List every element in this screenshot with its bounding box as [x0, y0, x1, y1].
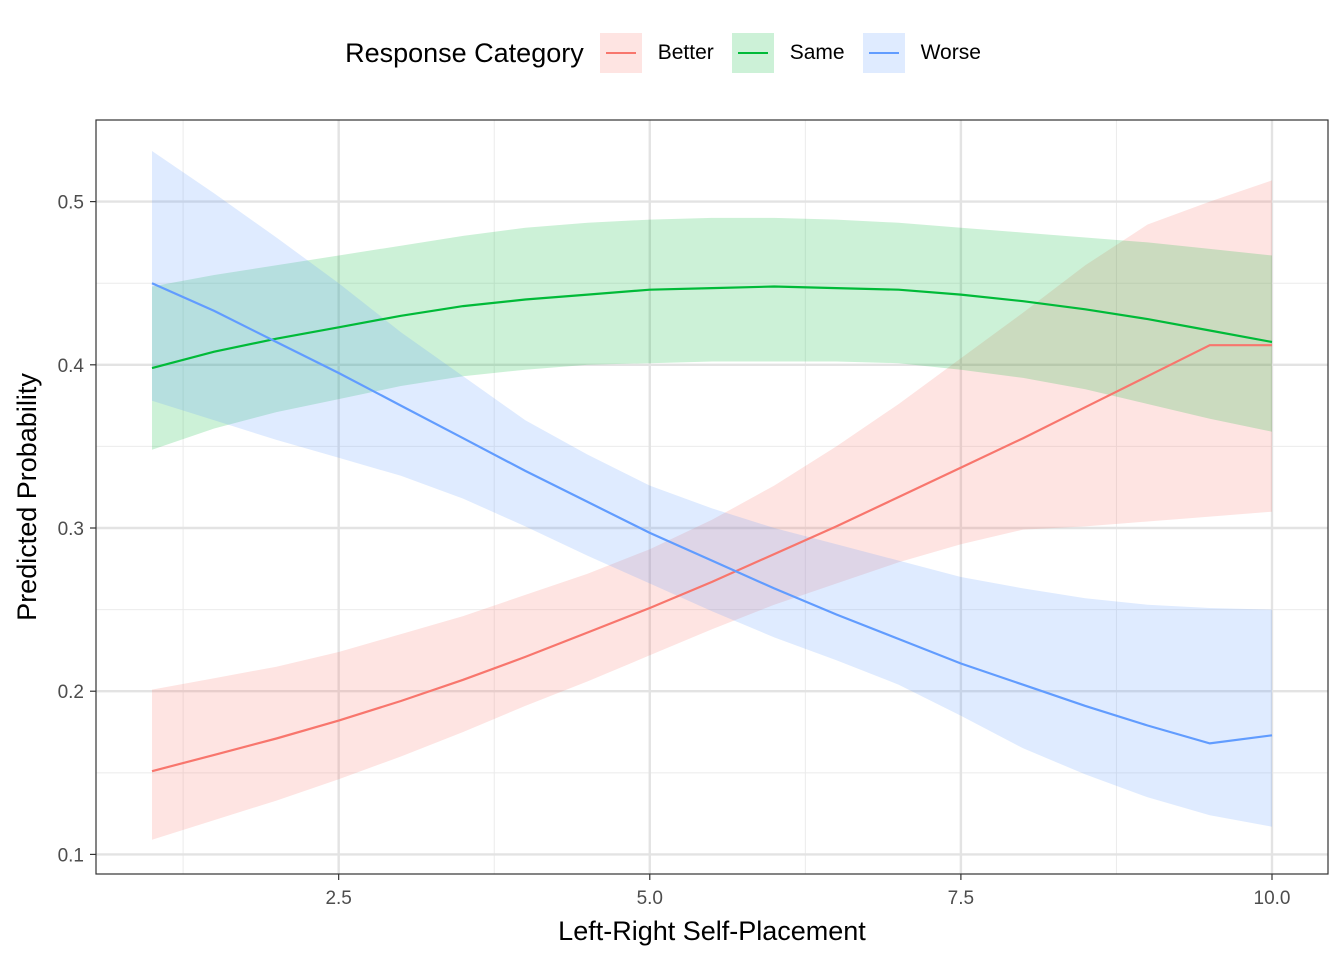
legend-key-better [599, 33, 642, 73]
y-tick-label: 0.4 [58, 356, 85, 377]
x-axis-title: Left-Right Self-Placement [558, 916, 866, 946]
legend-key-worse [862, 33, 905, 73]
legend-item-same: Same [731, 33, 845, 73]
line-better [151, 344, 1272, 773]
ribbon-worse [152, 151, 1272, 827]
x-tick-label: 2.5 [325, 888, 351, 909]
y-tick-label: 0.3 [58, 519, 84, 540]
plot-panel-border [95, 119, 1329, 875]
legend-item-better: Better [599, 33, 714, 73]
legend-label-better: Better [657, 41, 714, 64]
legend-label-worse: Worse [920, 41, 981, 64]
x-tick-label: 7.5 [948, 888, 974, 909]
legend-title: Response Category [345, 37, 584, 68]
ribbon-same [152, 217, 1272, 450]
confidence-ribbons [152, 151, 1272, 840]
legend-label-same: Same [789, 41, 845, 64]
axis-ticks: 2.5 5.0 7.5 10.0 0.1 0.2 0.3 0.4 0.5 [58, 193, 1291, 909]
series-lines [151, 282, 1273, 773]
line-worse [151, 282, 1273, 745]
legend: Response Category Better Same Worse [0, 30, 1344, 76]
grid-lines [96, 120, 1328, 874]
y-tick-label: 0.2 [58, 682, 84, 703]
y-tick-label: 0.5 [58, 193, 84, 214]
y-tick-label: 0.1 [58, 845, 84, 866]
y-axis-title: Predicted Probability [12, 373, 42, 621]
ribbon-better [152, 180, 1272, 840]
line-same [151, 285, 1273, 370]
legend-key-same [731, 33, 774, 73]
x-tick-label: 10.0 [1254, 888, 1291, 909]
legend-item-worse: Worse [862, 33, 981, 73]
x-tick-label: 5.0 [637, 888, 663, 909]
